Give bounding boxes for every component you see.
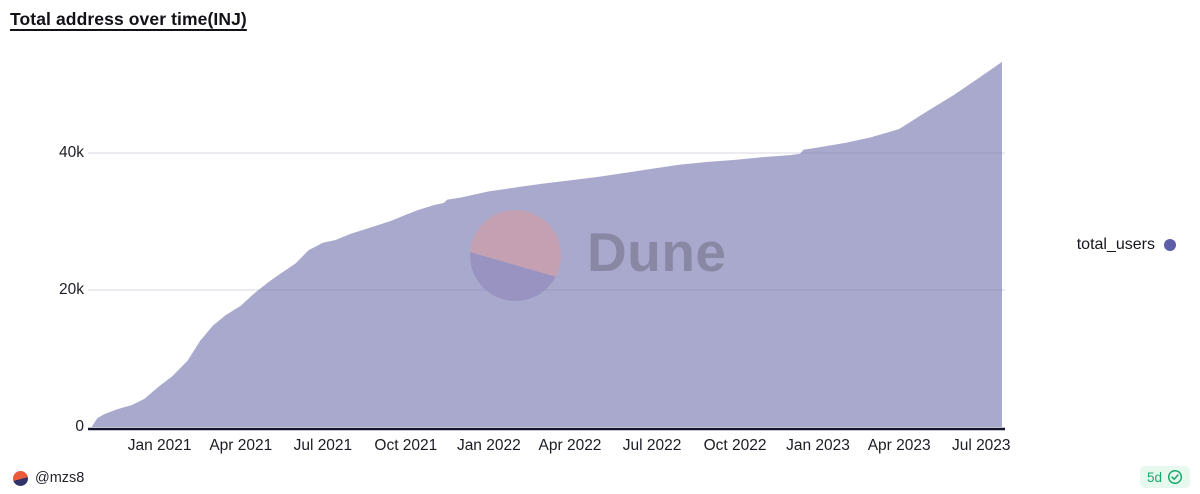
x-tick-label: Jan 2023 xyxy=(786,437,850,454)
y-tick-label: 20k xyxy=(59,281,84,298)
author-handle: @mzs8 xyxy=(35,470,85,486)
legend-dot-icon xyxy=(1164,239,1176,251)
x-tick-label: Oct 2022 xyxy=(703,437,767,454)
footer-bar: @mzs8 5d xyxy=(0,460,1200,494)
total-users-area-series[interactable] xyxy=(92,61,1002,428)
x-tick-label: Jul 2022 xyxy=(622,437,682,454)
y-tick-label: 0 xyxy=(75,418,84,435)
x-tick-label: Apr 2023 xyxy=(867,437,931,454)
refresh-age-label: 5d xyxy=(1146,469,1162,485)
x-tick-label: Jul 2021 xyxy=(293,437,353,454)
author-link[interactable]: @mzs8 xyxy=(13,470,84,486)
x-tick-label: Apr 2022 xyxy=(538,437,602,454)
x-tick-label: Jan 2022 xyxy=(456,437,521,454)
check-badge-icon xyxy=(1167,469,1183,485)
x-tick-label: Apr 2021 xyxy=(209,437,273,454)
y-tick-label: 40k xyxy=(59,144,84,161)
x-tick-label: Jan 2021 xyxy=(127,437,192,454)
chart-title[interactable]: Total address over time(INJ) xyxy=(10,9,247,29)
area-chart-plot[interactable] xyxy=(0,0,1200,460)
legend-item-total-users[interactable]: total_users xyxy=(1077,236,1176,254)
x-tick-label: Jul 2023 xyxy=(951,437,1011,454)
legend-label: total_users xyxy=(1076,236,1155,253)
author-avatar xyxy=(13,470,28,486)
refresh-status[interactable]: 5d xyxy=(1139,466,1190,488)
x-tick-label: Oct 2021 xyxy=(374,437,438,454)
